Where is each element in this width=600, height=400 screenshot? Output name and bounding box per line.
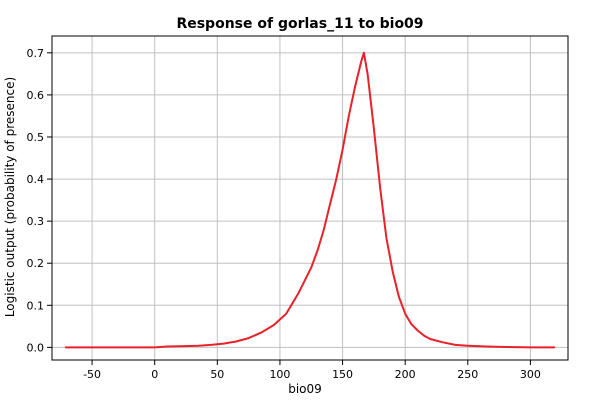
x-tick-label: -50 [83,368,101,381]
x-tick-label: 100 [269,368,290,381]
x-tick-label: 150 [332,368,353,381]
x-tick-label: 50 [210,368,224,381]
series-line [64,51,556,349]
x-axis-label: bio09 [288,382,322,396]
y-tick-label: 0.0 [27,341,45,354]
y-tick-label: 0.1 [27,299,45,312]
plot-area [51,35,569,361]
axis-ticks: -50 0 50 100 150 200 250 300 0.0 0.1 0.2 0.3 0.4 0.5 0… [27,47,541,381]
y-tick-label: 0.4 [27,173,45,186]
y-tick-label: 0.6 [27,89,45,102]
chart-title: Response of gorlas_11 to bio09 [176,16,423,32]
y-tick-label: 0.7 [27,47,45,60]
y-tick-label: 0.3 [27,215,45,228]
x-tick-label: 0 [151,368,158,381]
x-tick-label: 250 [457,368,478,381]
y-tick-label: 0.5 [27,131,45,144]
grid-lines [52,36,568,360]
x-tick-label: 200 [395,368,416,381]
y-axis-label: Logistic output (probability of presence… [3,77,17,317]
series-layer [64,51,556,349]
y-tick-label: 0.2 [27,257,45,270]
x-tick-label: 300 [520,368,541,381]
